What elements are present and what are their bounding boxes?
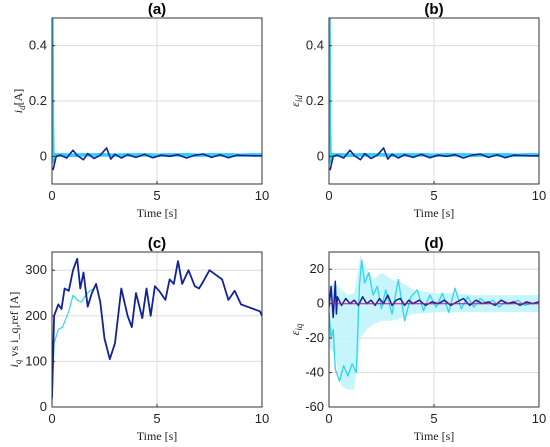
- panel-title: (b): [424, 1, 443, 18]
- panel-title: (c): [148, 235, 166, 252]
- x-tick-label: 10: [532, 188, 546, 203]
- series-line-2: [52, 257, 262, 398]
- x-axis-label: Time [s]: [137, 429, 178, 443]
- y-tick-label: 0: [40, 399, 47, 414]
- y-axis-label-rest: [A]: [11, 89, 25, 106]
- y-tick-label: -20: [305, 330, 324, 345]
- series-group: [329, 18, 539, 171]
- y-tick-label: 200: [25, 308, 47, 323]
- x-tick-label: 5: [153, 411, 160, 426]
- y-axis-label-sub: d: [17, 105, 27, 110]
- series-group: [52, 18, 262, 171]
- y-axis-label-sub: iq: [294, 323, 304, 331]
- y-axis-label: εid: [288, 95, 304, 107]
- x-tick-label: 0: [48, 188, 55, 203]
- series-group: [329, 255, 539, 390]
- y-axis-label-main: i: [11, 110, 25, 113]
- x-tick-label: 10: [255, 188, 269, 203]
- y-tick-label: 0: [317, 148, 324, 163]
- x-axis-label: Time [s]: [137, 206, 178, 220]
- x-tick-label: 5: [430, 188, 437, 203]
- y-tick-label: 300: [25, 262, 47, 277]
- y-tick-label: 20: [310, 261, 324, 276]
- panel-b: 0 5 10 0 0.2 0.4 (b) Time [s] εid: [288, 1, 546, 220]
- x-tick-label: 5: [153, 188, 160, 203]
- y-tick-label: 100: [25, 353, 47, 368]
- y-tick-label: 0.2: [29, 93, 47, 108]
- y-tick-label: 0: [317, 296, 324, 311]
- y-tick-label: 0.4: [29, 38, 47, 53]
- series-line-2: [329, 259, 539, 382]
- x-tick-label: 10: [255, 411, 269, 426]
- y-tick-label: 0.2: [306, 93, 324, 108]
- y-axis-label: iq vs i_q,ref [A]: [7, 292, 23, 368]
- y-tick-label: 0: [40, 148, 47, 163]
- y-axis-label-sub: id: [294, 95, 304, 103]
- series-line-2: [329, 147, 539, 171]
- y-tick-label: 0.4: [306, 38, 324, 53]
- x-axis-label: Time [s]: [414, 429, 455, 443]
- y-axis-label: εiq: [288, 323, 304, 335]
- panel-title: (d): [424, 235, 443, 252]
- y-tick-label: -40: [305, 365, 324, 380]
- y-tick-label: -60: [305, 399, 324, 414]
- series-line-2: [52, 147, 262, 171]
- y-axis-label: id[A]: [11, 89, 27, 114]
- x-tick-label: 10: [532, 411, 546, 426]
- y-axis-label-rest: vs i_q,ref [A]: [7, 292, 21, 360]
- x-axis-label: Time [s]: [414, 206, 455, 220]
- y-axis-label-sub: q: [13, 359, 23, 364]
- panel-d: 0 5 10 -60 -40 -20 0 20 (d) Time [s] εiq: [288, 235, 546, 443]
- x-tick-label: 5: [430, 411, 437, 426]
- panel-a: 0 5 10 0 0.2 0.4 (a) Time [s] id[A]: [11, 1, 269, 220]
- series-group: [52, 257, 262, 403]
- x-tick-label: 0: [48, 411, 55, 426]
- panel-title: (a): [148, 1, 166, 18]
- x-tick-label: 0: [325, 411, 332, 426]
- x-tick-label: 0: [325, 188, 332, 203]
- series-band: [329, 255, 539, 390]
- y-axis-label-main: ε: [288, 102, 302, 107]
- series-line-3: [329, 280, 539, 319]
- y-axis-label-main: ε: [288, 330, 302, 335]
- y-axis-label-main: i: [7, 364, 21, 367]
